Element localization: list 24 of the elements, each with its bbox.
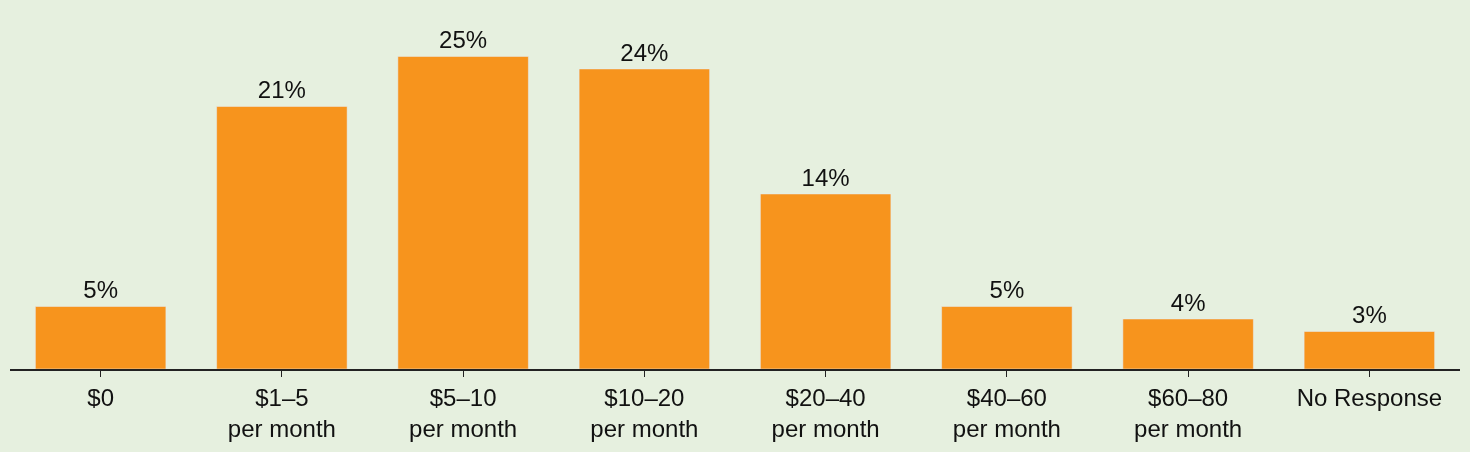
data-label: 14% — [801, 163, 850, 191]
bar — [941, 306, 1073, 369]
data-label: 24% — [620, 38, 669, 66]
data-label: 25% — [439, 26, 488, 54]
bar — [35, 306, 167, 369]
bar — [1122, 318, 1254, 369]
x-tick-label: $5–10 per month — [409, 383, 518, 442]
bar — [578, 68, 710, 369]
x-tick-label: $1–5 per month — [227, 383, 336, 442]
data-label: 5% — [83, 276, 118, 304]
x-tick-label: $20–40 per month — [771, 383, 880, 442]
x-tick-label: $0 — [87, 383, 114, 411]
data-label: 3% — [1352, 301, 1387, 329]
bar — [397, 56, 529, 369]
x-tick-label: $40–60 per month — [952, 383, 1061, 442]
bar — [216, 106, 348, 369]
x-tick-label: $10–20 per month — [590, 383, 699, 442]
data-label: 5% — [989, 276, 1025, 304]
x-tick-label: No Response — [1296, 383, 1443, 411]
data-label: 4% — [1170, 288, 1206, 316]
bar — [1303, 331, 1435, 369]
x-tick-label: $60–80 per month — [1134, 383, 1243, 442]
bar — [760, 193, 892, 369]
data-label: 21% — [257, 76, 306, 104]
